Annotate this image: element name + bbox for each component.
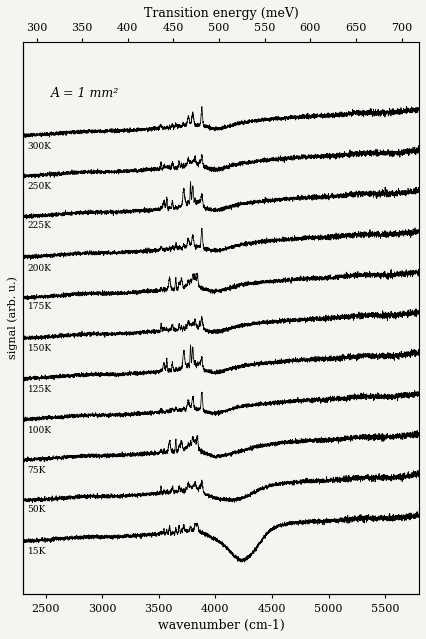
Text: 150K: 150K <box>28 344 52 353</box>
Text: 300K: 300K <box>28 142 52 151</box>
Text: 100K: 100K <box>28 426 52 435</box>
Y-axis label: signal (arb. u.): signal (arb. u.) <box>7 277 17 360</box>
X-axis label: wavenumber (cm-1): wavenumber (cm-1) <box>158 619 285 632</box>
X-axis label: Transition energy (meV): Transition energy (meV) <box>144 7 299 20</box>
Text: 225K: 225K <box>28 221 52 230</box>
Text: 75K: 75K <box>28 466 46 475</box>
Text: 200K: 200K <box>28 263 52 272</box>
Text: 125K: 125K <box>28 385 52 394</box>
Text: 175K: 175K <box>28 302 52 311</box>
Text: 250K: 250K <box>28 182 52 191</box>
Text: 15K: 15K <box>28 548 46 557</box>
Text: A = 1 mm²: A = 1 mm² <box>52 88 120 100</box>
Text: 50K: 50K <box>28 505 46 514</box>
